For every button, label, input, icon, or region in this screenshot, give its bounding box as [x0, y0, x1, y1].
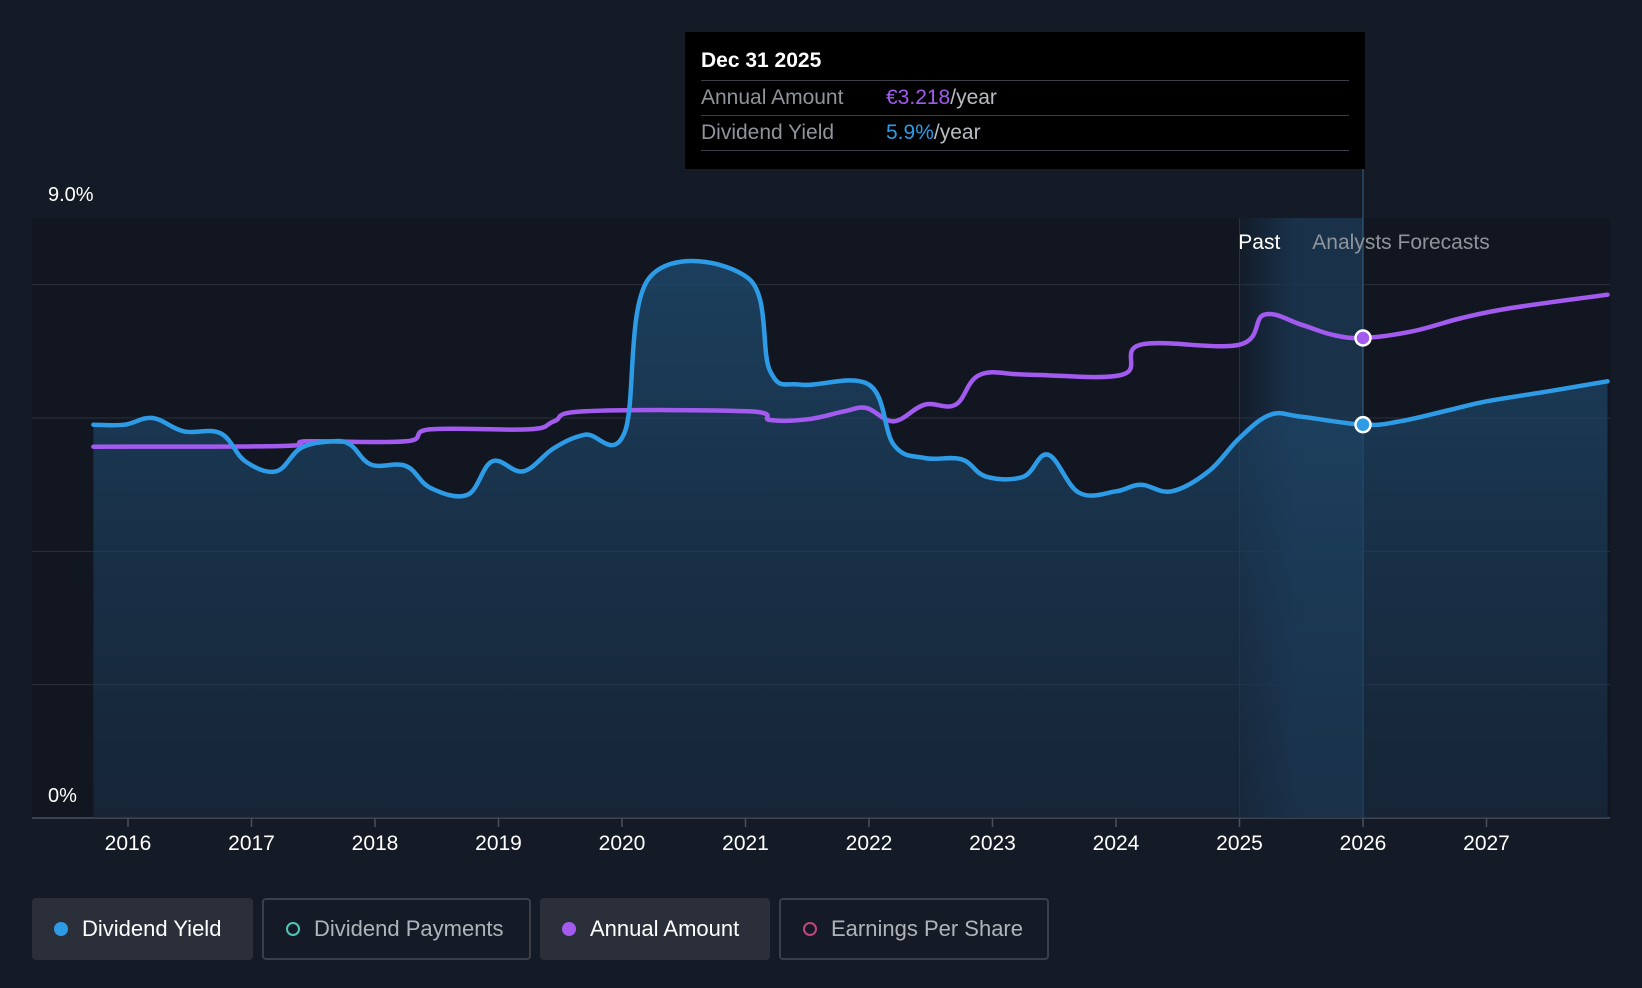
earnings-per-share-dot-icon — [803, 922, 817, 936]
tooltip-yield-unit: /year — [933, 121, 981, 144]
tooltip-date: Dec 31 2025 — [701, 46, 1349, 81]
series-layer — [91, 258, 1610, 818]
tooltip-annual-unit: /year — [950, 86, 997, 109]
x-tick-label: 2021 — [722, 832, 769, 855]
legend-dividend-payments[interactable]: Dividend Payments — [262, 898, 531, 960]
series-line-0 — [91, 258, 1610, 499]
x-tick-label: 2024 — [1093, 832, 1140, 855]
legend-dividend-yield[interactable]: Dividend Yield — [32, 898, 253, 960]
past-label: Past — [1238, 231, 1280, 254]
x-axis: 2016 2017 2018 2019 2020 2021 2022 2023 2024 2025… — [105, 818, 1510, 855]
x-tick-label: 2023 — [969, 832, 1016, 855]
legend-annual-amount-label: Annual Amount — [590, 916, 740, 941]
x-tick-label: 2026 — [1340, 832, 1387, 855]
dividend-payments-dot-icon — [286, 922, 300, 936]
x-tick-label: 2016 — [105, 832, 152, 855]
y-label-max: 9.0% — [48, 184, 94, 206]
dividend-yield-dot-icon — [54, 922, 68, 936]
tooltip-annual-row: Annual Amount €3.218/year — [701, 81, 1349, 116]
x-tick-label: 2019 — [475, 832, 522, 855]
highlight-marker-1 — [1354, 415, 1372, 434]
x-tick-label: 2027 — [1463, 832, 1510, 855]
tooltip-annual-label: Annual Amount — [701, 86, 844, 109]
legend-dividend-yield-label: Dividend Yield — [82, 916, 222, 941]
y-label-min: 0% — [48, 785, 77, 807]
x-tick-label: 2025 — [1216, 832, 1263, 855]
legend-annual-amount[interactable]: Annual Amount — [540, 898, 770, 960]
tooltip-yield-row: Dividend Yield 5.9%/year — [701, 116, 1349, 151]
chart-legend: Dividend Yield Dividend Payments Annual … — [32, 898, 1049, 960]
x-tick-label: 2018 — [352, 832, 399, 855]
x-tick-label: 2017 — [228, 832, 275, 855]
x-tick-label: 2022 — [846, 832, 893, 855]
annual-amount-dot-icon — [562, 922, 576, 936]
x-tick-label: 2020 — [599, 832, 646, 855]
legend-dividend-payments-label: Dividend Payments — [314, 916, 504, 941]
highlight-marker-0 — [1354, 329, 1372, 347]
tooltip-yield-value: 5.9% — [886, 121, 934, 144]
highlight-markers — [1354, 329, 1372, 434]
tooltip-annual-value: €3.218 — [886, 86, 951, 109]
forecast-label: Analysts Forecasts — [1312, 231, 1489, 254]
series-line-1 — [91, 292, 1610, 449]
tooltip-yield-label: Dividend Yield — [701, 121, 835, 144]
chart-tooltip: Dec 31 2025 Annual Amount €3.218/year Di… — [685, 32, 1365, 169]
legend-earnings-per-share-label: Earnings Per Share — [831, 916, 1023, 941]
legend-earnings-per-share[interactable]: Earnings Per Share — [779, 898, 1049, 960]
series-area-0 — [93, 261, 1608, 818]
chart-labels: 9.0% 0% Past Analysts Forecasts — [48, 184, 1490, 807]
